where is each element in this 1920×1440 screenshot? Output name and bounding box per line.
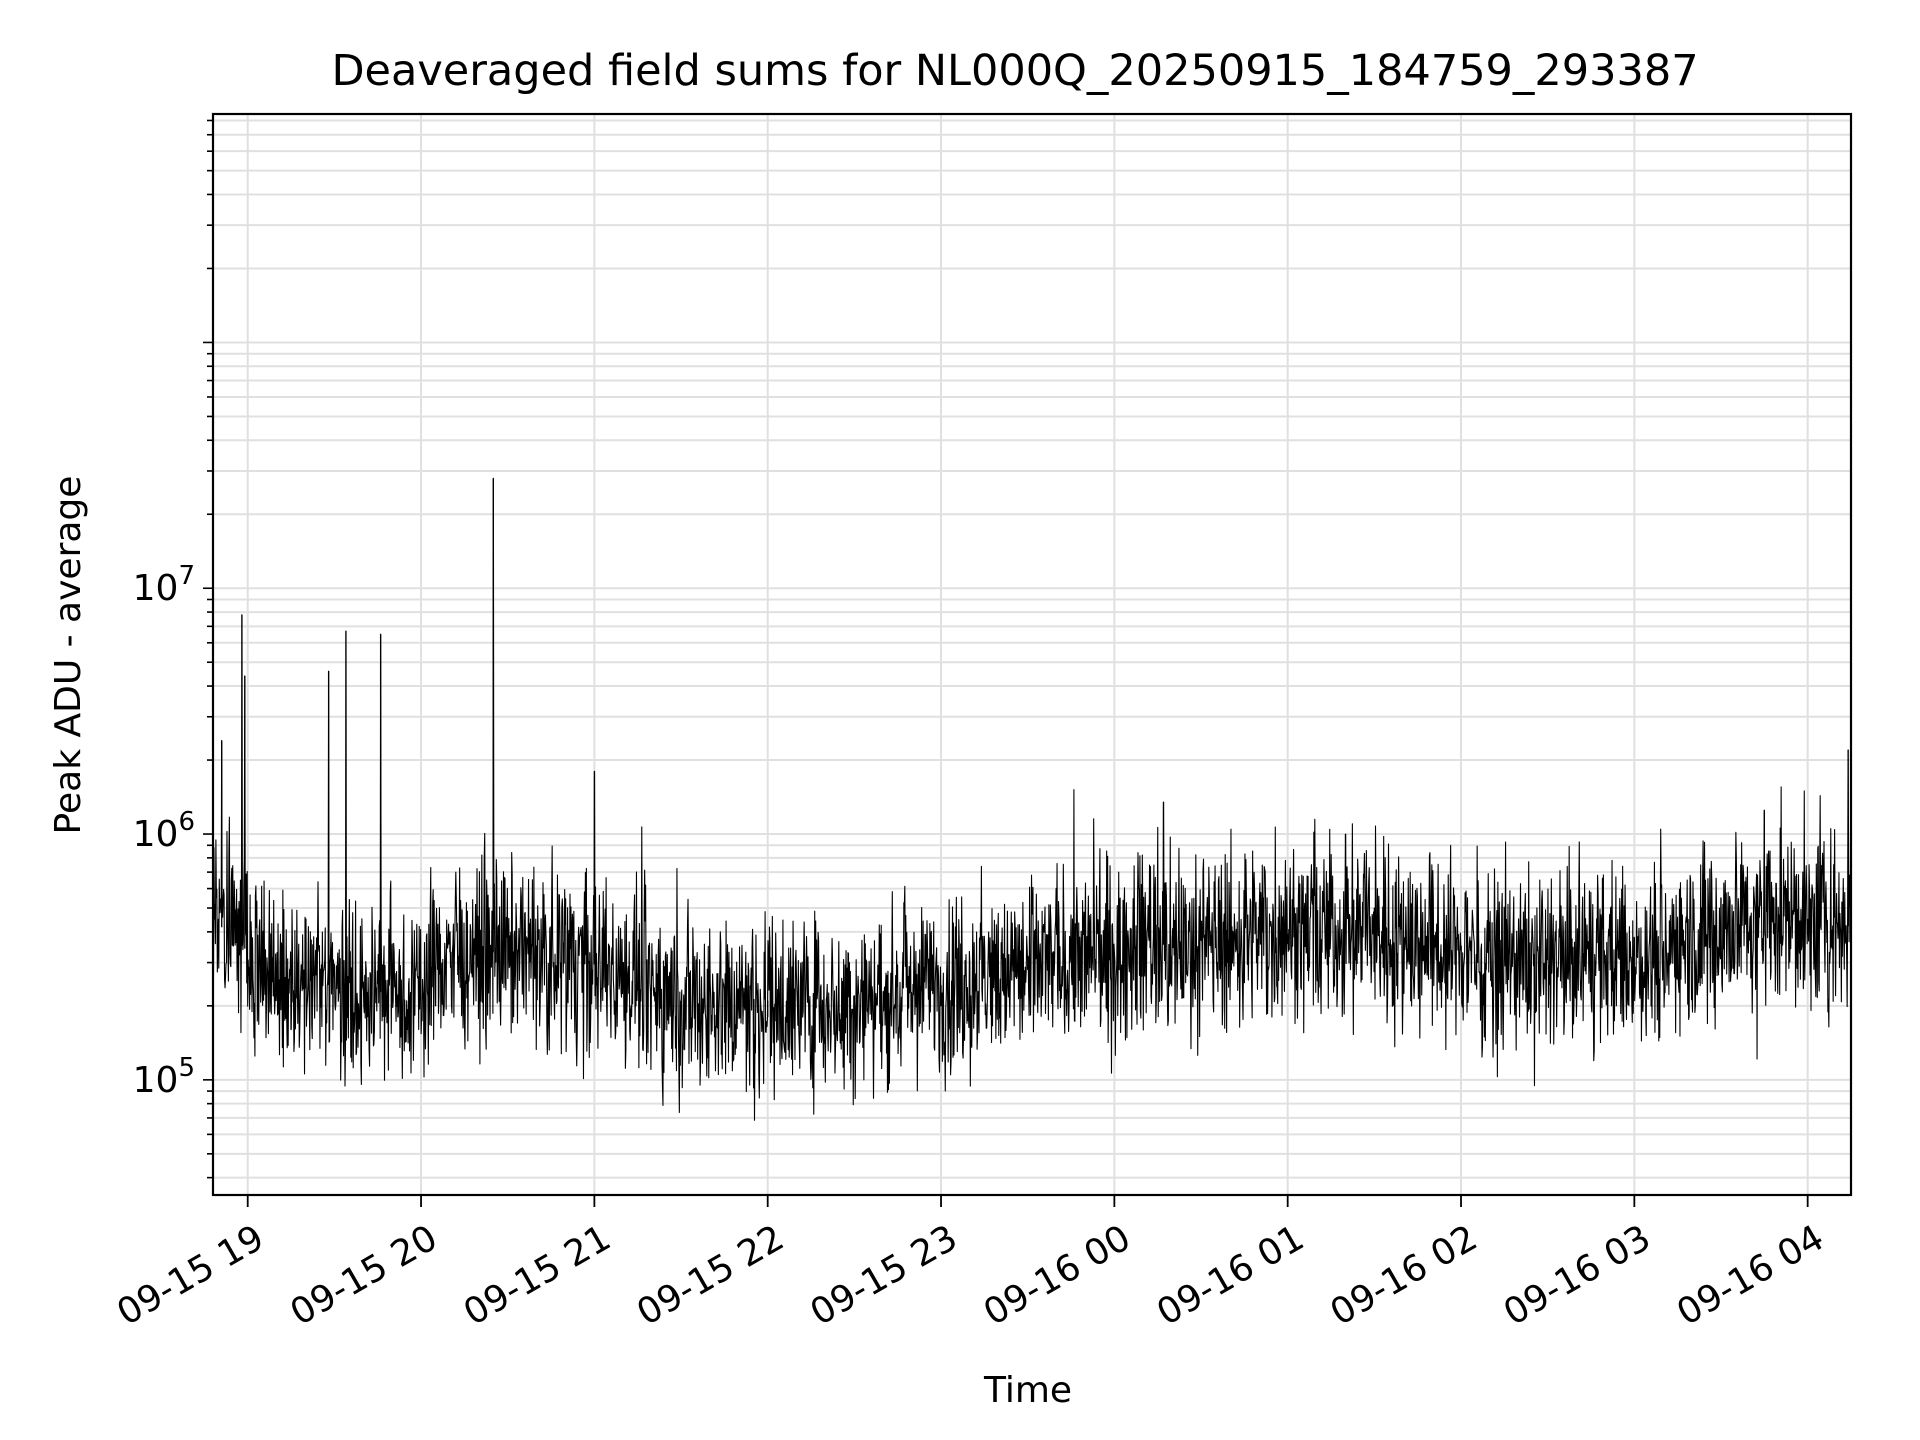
series-layer	[212, 477, 1852, 1121]
y-tick-exponent: 6	[178, 807, 195, 837]
y-tick-exponent: 7	[178, 561, 195, 591]
y-tick-base: 10	[133, 568, 179, 609]
y-tick-exponent: 5	[178, 1053, 195, 1083]
chart-title: Deaveraged field sums for NL000Q_2025091…	[331, 46, 1698, 96]
y-tick-base: 10	[133, 814, 179, 855]
plot-frame	[211, 112, 1853, 1197]
y-tick-label: 106	[133, 807, 195, 855]
x-axis-label: Time	[983, 1370, 1072, 1411]
axes	[211, 112, 1853, 1197]
y-axis-label: Peak ADU - average	[48, 476, 89, 835]
series-line	[212, 477, 1852, 1121]
y-tick-base: 10	[133, 1060, 179, 1101]
y-tick-label: 105	[133, 1053, 195, 1101]
y-tick-label: 107	[133, 561, 195, 609]
